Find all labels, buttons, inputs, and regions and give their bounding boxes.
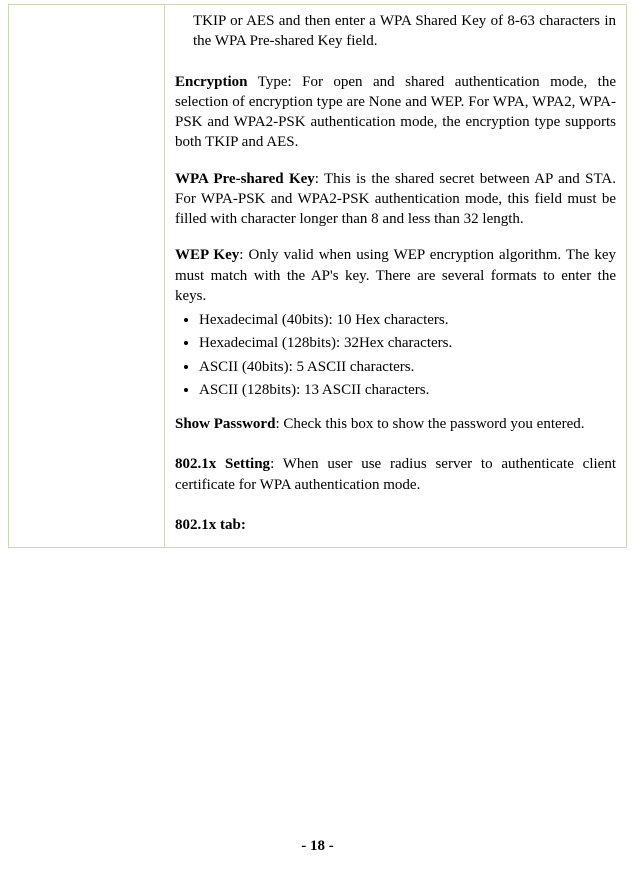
8021x-setting-label: 802.1x Setting [175,456,270,472]
wep-bullet-list: Hexadecimal (40bits): 10 Hex characters.… [175,310,616,400]
wep-paragraph: WEP Key: Only valid when using WEP encry… [175,245,616,306]
wpa-psk-paragraph: WPA Pre-shared Key: This is the shared s… [175,169,616,230]
list-item: ASCII (128bits): 13 ASCII characters. [199,380,616,400]
page-number: - 18 - [0,838,635,855]
list-item: Hexadecimal (128bits): 32Hex characters. [199,333,616,353]
8021x-setting-paragraph: 802.1x Setting: When user use radius ser… [175,454,616,495]
show-password-label: Show Password [175,416,275,432]
left-cell-empty [9,5,165,547]
encryption-paragraph: Encryption Type: For open and shared aut… [175,72,616,153]
table-row: TKIP or AES and then enter a WPA Shared … [9,5,626,547]
8021x-tab-paragraph: 802.1x tab: [175,515,616,535]
content-table: TKIP or AES and then enter a WPA Shared … [8,4,627,548]
encryption-label: Encryption [175,74,248,90]
right-cell-content: TKIP or AES and then enter a WPA Shared … [165,5,626,547]
list-item: ASCII (40bits): 5 ASCII characters. [199,357,616,377]
wpa-psk-label: WPA Pre-shared Key [175,171,315,187]
wep-label: WEP Key [175,247,239,263]
show-password-paragraph: Show Password: Check this box to show th… [175,414,616,434]
show-password-text: : Check this box to show the password yo… [275,416,584,432]
list-item: Hexadecimal (40bits): 10 Hex characters. [199,310,616,330]
intro-paragraph: TKIP or AES and then enter a WPA Shared … [175,11,616,52]
wep-text: : Only valid when using WEP encryption a… [175,247,616,304]
8021x-tab-label: 802.1x tab: [175,517,246,533]
